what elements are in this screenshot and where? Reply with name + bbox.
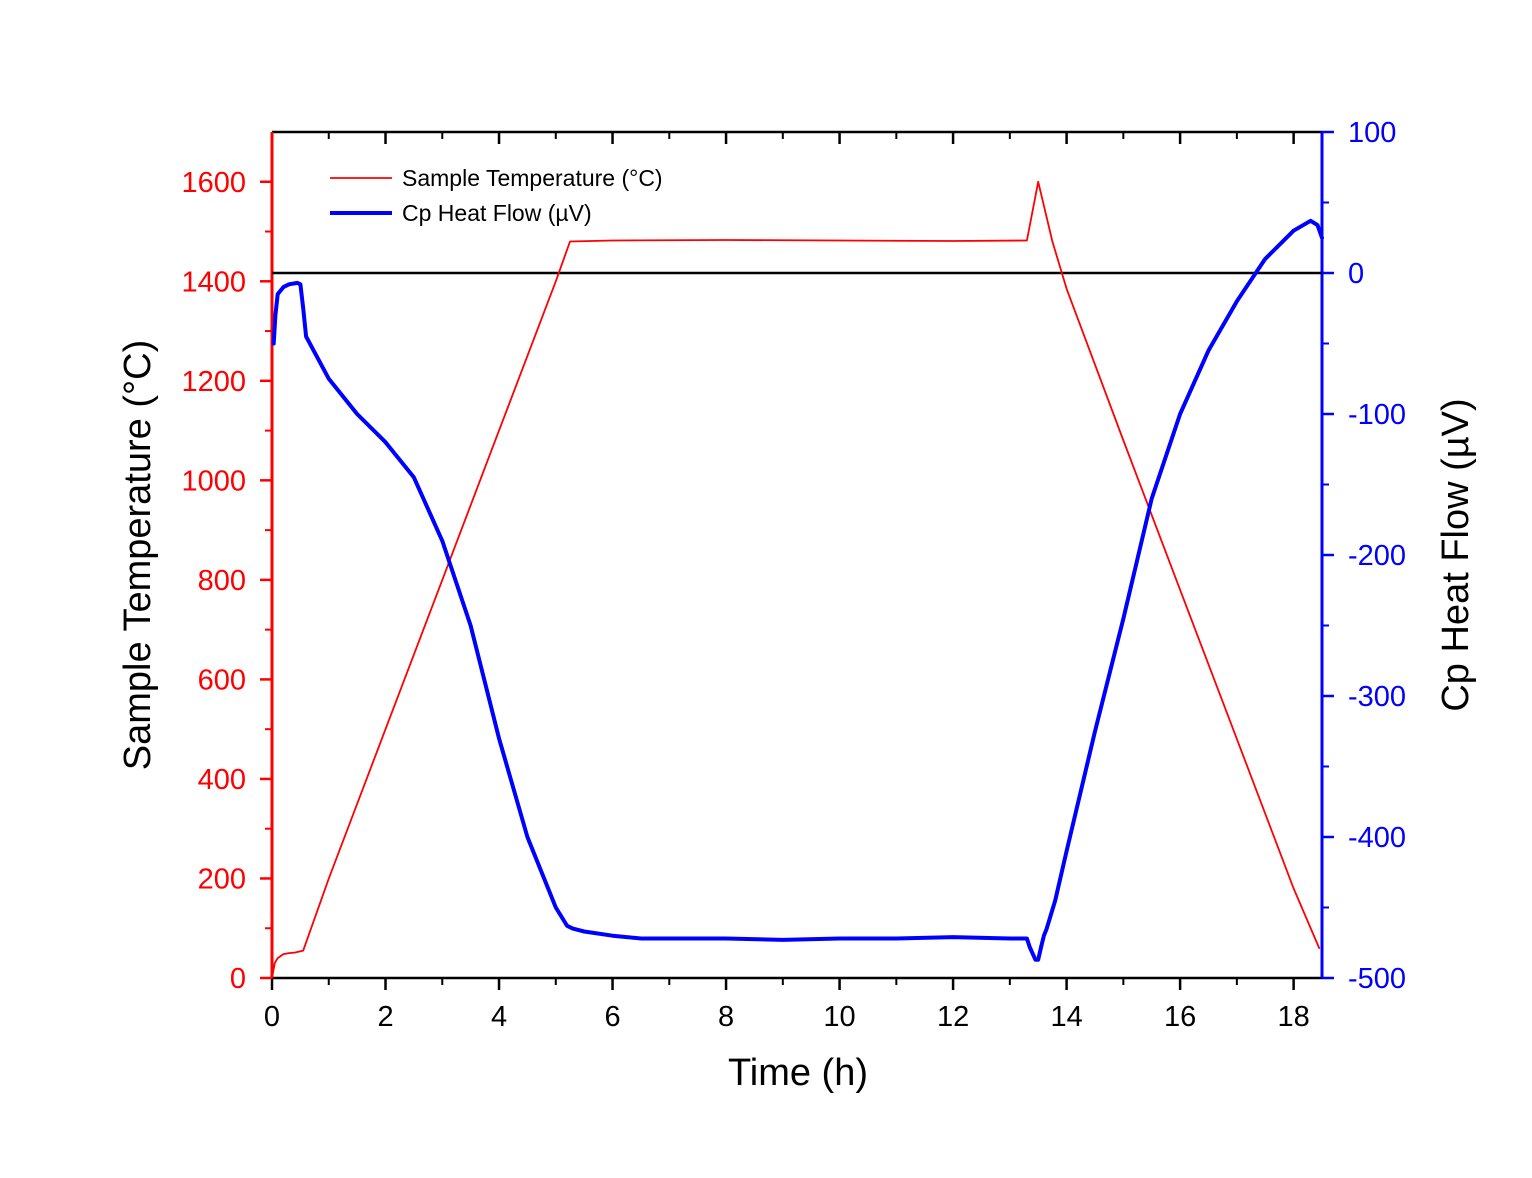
x-tick-label: 6 (604, 1001, 620, 1033)
y-right-tick-label: -400 (1348, 822, 1406, 854)
y-left-tick-label: 400 (198, 764, 246, 796)
legend-entry-1: Sample Temperature (°C) (402, 165, 663, 191)
y-right-tick-label: -100 (1348, 399, 1406, 431)
temperature-series-line (271, 180, 1321, 979)
x-tick-label: 12 (937, 1001, 969, 1033)
x-axis: 0 2 4 6 8 10 12 14 16 18 (264, 132, 1310, 1033)
y-left-tick-label: 200 (198, 863, 246, 895)
y-right-tick-label: 100 (1348, 117, 1396, 149)
series-layer (271, 180, 1324, 979)
y-axis-right-title: Cp Heat Flow (µV) (1435, 398, 1477, 711)
x-tick-label: 8 (718, 1001, 734, 1033)
y-right-tick-label: -200 (1348, 540, 1406, 572)
y-right-tick-label: -500 (1348, 963, 1406, 995)
x-tick-label: 10 (823, 1001, 855, 1033)
y-left-tick-label: 1200 (181, 366, 246, 398)
y-axis-left-title: Sample Temperature (°C) (117, 340, 159, 771)
x-tick-label: 16 (1164, 1001, 1196, 1033)
x-axis-title: Time (h) (728, 1052, 868, 1094)
x-tick-label: 4 (491, 1001, 507, 1033)
y-left-tick-label: 1000 (181, 465, 246, 497)
y-left-tick-label: 800 (198, 565, 246, 597)
x-tick-label: 18 (1277, 1001, 1309, 1033)
axis-titles: Time (h) Sample Temperature (°C) Cp Heat… (117, 340, 1477, 1094)
y-right-tick-label: -300 (1348, 681, 1406, 713)
y-left-tick-label: 600 (198, 664, 246, 696)
plot-frame (272, 130, 1322, 980)
x-tick-label: 2 (377, 1001, 393, 1033)
x-tick-label: 14 (1050, 1001, 1082, 1033)
y-right-tick-label: 0 (1348, 258, 1364, 290)
y-left-tick-label: 1600 (181, 167, 246, 199)
y-left-tick-label: 0 (230, 963, 246, 995)
heat-flow-series-line (271, 218, 1324, 962)
y-left-tick-label: 1400 (181, 266, 246, 298)
y-axis-left: 0 200 400 600 800 1000 1200 1400 1600 (181, 132, 274, 995)
legend: Sample Temperature (°C) Cp Heat Flow (µV) (330, 165, 663, 226)
x-tick-label: 0 (264, 1001, 280, 1033)
y-axis-right: -500 -400 -300 -200 -100 0 100 (1320, 117, 1406, 995)
legend-entry-2: Cp Heat Flow (µV) (402, 200, 592, 226)
